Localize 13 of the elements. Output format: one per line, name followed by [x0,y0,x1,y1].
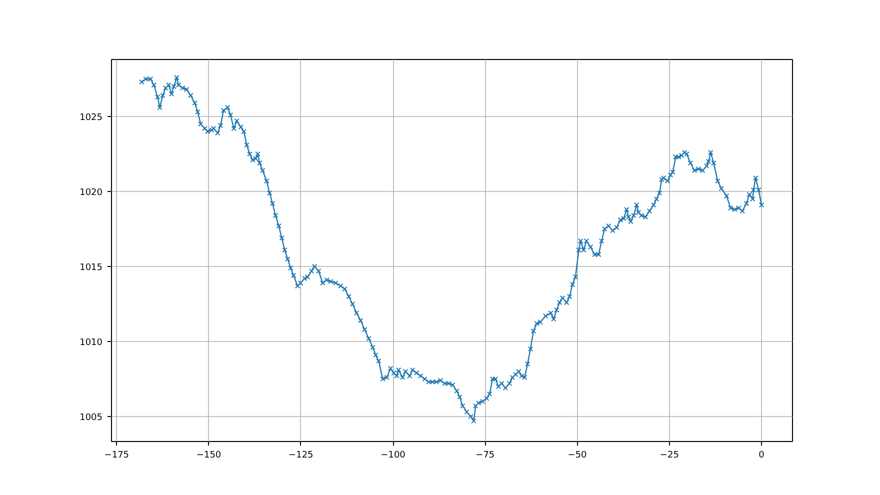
x-tick-label: −50 [568,450,588,460]
x-tick-label: −125 [288,450,314,460]
y-tick-label: 1025 [80,112,102,123]
x-tick-label: −25 [660,450,679,460]
y-tick-label: 1020 [80,188,103,198]
x-tick-label: 0 [758,450,765,460]
y-tick-label: 1005 [80,412,102,423]
x-tick-label: −150 [196,450,222,460]
x-tick-label: −175 [104,450,130,460]
y-tick-label: 1015 [80,262,102,273]
x-tick-label: −100 [380,450,406,460]
x-tick-label: −75 [476,450,495,460]
y-tick-label: 1010 [80,338,103,348]
